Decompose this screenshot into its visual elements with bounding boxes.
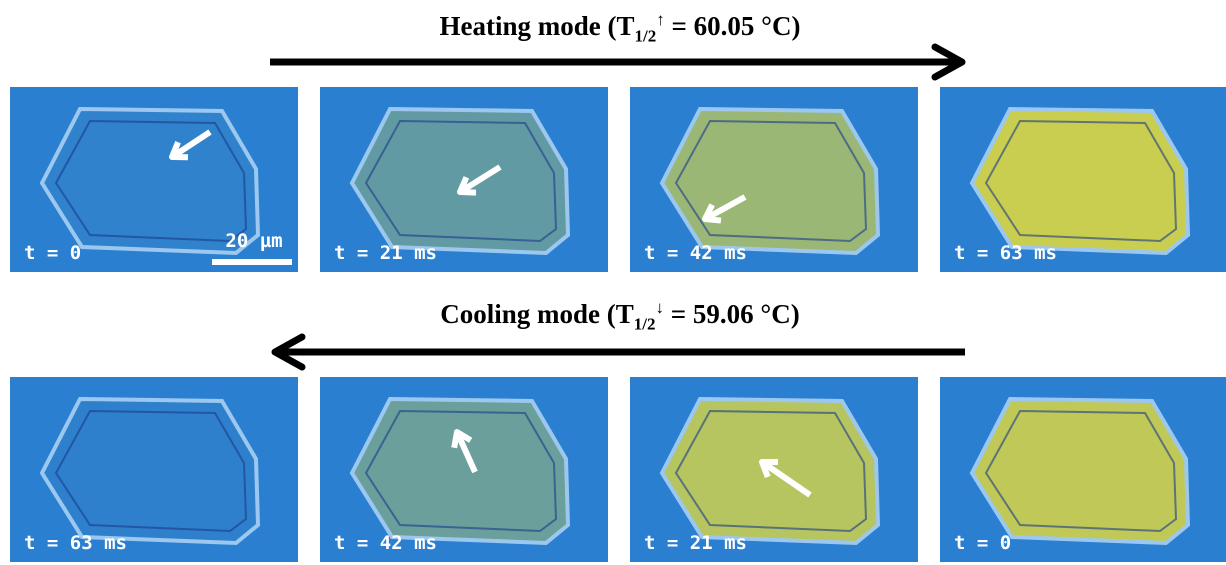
micrograph: t = 0 20 µm (10, 87, 298, 272)
crystal (42, 399, 258, 543)
time-label: t = 21 ms (644, 532, 747, 554)
time-label: t = 42 ms (334, 532, 437, 554)
time-label: t = 63 ms (24, 532, 127, 554)
micrograph: t = 0 (940, 377, 1226, 562)
crystal (662, 109, 878, 253)
micrograph: t = 42 ms (320, 377, 608, 562)
time-label: t = 63 ms (954, 242, 1057, 264)
micrograph: t = 63 ms (940, 87, 1226, 272)
time-label: t = 42 ms (644, 242, 747, 264)
figure: Heating mode (T1/2↑ = 60.05 °C) Cooling … (0, 0, 1226, 565)
time-label: t = 0 (954, 532, 1011, 554)
time-label: t = 0 (24, 242, 81, 264)
micrograph: t = 42 ms (630, 87, 918, 272)
micrograph: t = 21 ms (320, 87, 608, 272)
scale-bar (212, 259, 292, 265)
time-label: t = 21 ms (334, 242, 437, 264)
crystal (972, 109, 1188, 253)
micrograph: t = 21 ms (630, 377, 918, 562)
crystal (352, 399, 568, 543)
micrograph: t = 63 ms (10, 377, 298, 562)
crystal (352, 109, 568, 253)
crystal (972, 399, 1188, 543)
scale-bar-label: 20 µm (225, 230, 282, 252)
